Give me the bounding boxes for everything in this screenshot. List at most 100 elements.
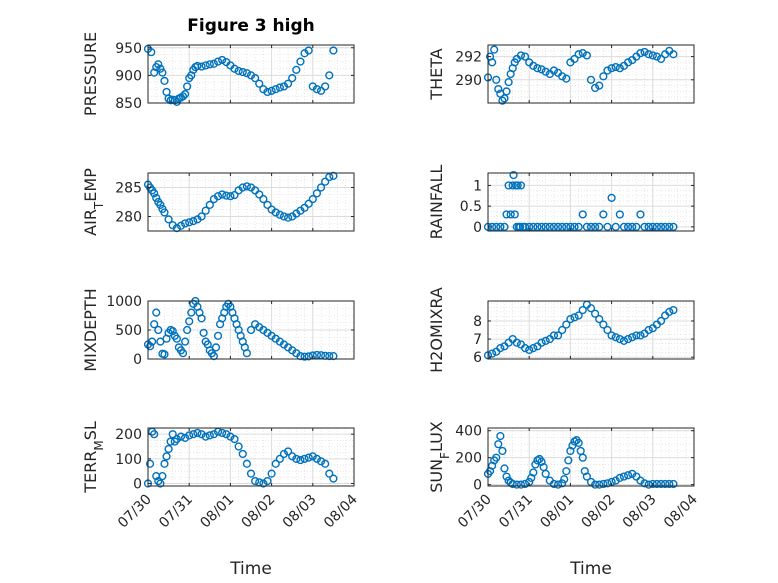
- y-tick-label: 7: [473, 332, 482, 348]
- data-point: [558, 222, 567, 231]
- data-point: [185, 218, 194, 227]
- data-point: [263, 200, 272, 210]
- data-point: [180, 90, 190, 99]
- data-point: [562, 467, 571, 476]
- data-point: [553, 222, 563, 231]
- data-point: [652, 479, 662, 489]
- data-point: [582, 472, 591, 481]
- data-point: [632, 222, 641, 231]
- x-axis-label: Time: [229, 559, 272, 579]
- data-point: [623, 471, 633, 480]
- data-point: [636, 210, 645, 219]
- data-point: [267, 86, 276, 95]
- data-point: [158, 68, 167, 77]
- data-point: [595, 81, 604, 90]
- data-point: [251, 186, 260, 195]
- data-point: [283, 79, 293, 88]
- data-point: [213, 331, 223, 340]
- data-point: [549, 331, 559, 340]
- data-point: [529, 468, 538, 477]
- y-tick-label: 280: [115, 210, 142, 226]
- figure-title: Figure 3 high: [187, 16, 315, 36]
- data-point: [189, 217, 198, 226]
- data-point: [570, 222, 579, 231]
- data-point: [325, 172, 334, 182]
- data-point: [632, 331, 641, 340]
- data-point: [560, 475, 569, 484]
- data-point: [271, 459, 280, 468]
- data-point: [498, 446, 507, 456]
- data-point: [172, 334, 181, 343]
- y-tick-label: 850: [115, 96, 142, 112]
- data-point: [508, 181, 517, 190]
- data-point: [316, 183, 326, 192]
- data-point: [218, 190, 227, 199]
- data-point: [599, 479, 608, 489]
- data-point: [279, 212, 289, 221]
- y-tick-label: 1000: [106, 294, 142, 310]
- data-point: [537, 222, 546, 231]
- data-point: [222, 191, 231, 200]
- data-point: [525, 345, 534, 355]
- data-point: [586, 222, 596, 231]
- data-point: [506, 210, 515, 219]
- data-point: [628, 222, 637, 231]
- data-point: [168, 430, 177, 439]
- data-point: [603, 325, 612, 335]
- data-point: [512, 338, 521, 347]
- data-point: [279, 449, 289, 459]
- data-point: [160, 208, 169, 217]
- y-tick-label: 200: [455, 451, 482, 467]
- axes-box: [147, 427, 355, 487]
- axes-box: [147, 44, 355, 104]
- data-point: [154, 476, 163, 486]
- data-point: [520, 222, 530, 231]
- data-point: [329, 474, 338, 483]
- data-point: [283, 213, 293, 222]
- data-point: [156, 479, 165, 488]
- data-point: [164, 215, 173, 224]
- y-tick-label: 950: [115, 41, 142, 57]
- data-point: [316, 457, 326, 466]
- data-point: [205, 60, 214, 69]
- data-point: [292, 65, 301, 74]
- y-tick-label: 290: [455, 73, 482, 89]
- data-point: [168, 327, 177, 336]
- data-point: [325, 71, 334, 80]
- data-point: [255, 79, 264, 88]
- data-point: [251, 74, 260, 83]
- data-point: [271, 208, 280, 217]
- data-point: [520, 52, 530, 61]
- data-point: [312, 85, 322, 94]
- data-point: [263, 87, 272, 97]
- data-point: [520, 479, 530, 489]
- x-axis-label: Time: [569, 559, 612, 579]
- data-point: [218, 55, 227, 65]
- data-point: [492, 453, 501, 462]
- data-point: [591, 309, 600, 318]
- data-point: [607, 64, 616, 73]
- data-point: [529, 61, 538, 70]
- data-point: [242, 69, 251, 78]
- data-point: [619, 336, 629, 345]
- data-point: [197, 430, 206, 439]
- data-point: [520, 344, 530, 353]
- data-point: [640, 222, 649, 231]
- data-point: [636, 49, 645, 58]
- data-point: [516, 181, 526, 190]
- data-point: [152, 308, 161, 317]
- data-point: [516, 222, 525, 231]
- data-point: [496, 344, 505, 353]
- axes-box: [147, 172, 355, 232]
- data-point: [275, 454, 284, 463]
- data-point: [632, 472, 641, 481]
- data-point: [615, 334, 624, 344]
- y-tick-label: 200: [115, 427, 142, 443]
- data-point: [578, 453, 587, 462]
- data-point: [537, 65, 546, 74]
- data-point: [308, 452, 317, 461]
- data-point: [496, 222, 505, 231]
- data-point: [516, 480, 526, 489]
- data-point: [549, 479, 559, 489]
- data-point: [213, 57, 223, 66]
